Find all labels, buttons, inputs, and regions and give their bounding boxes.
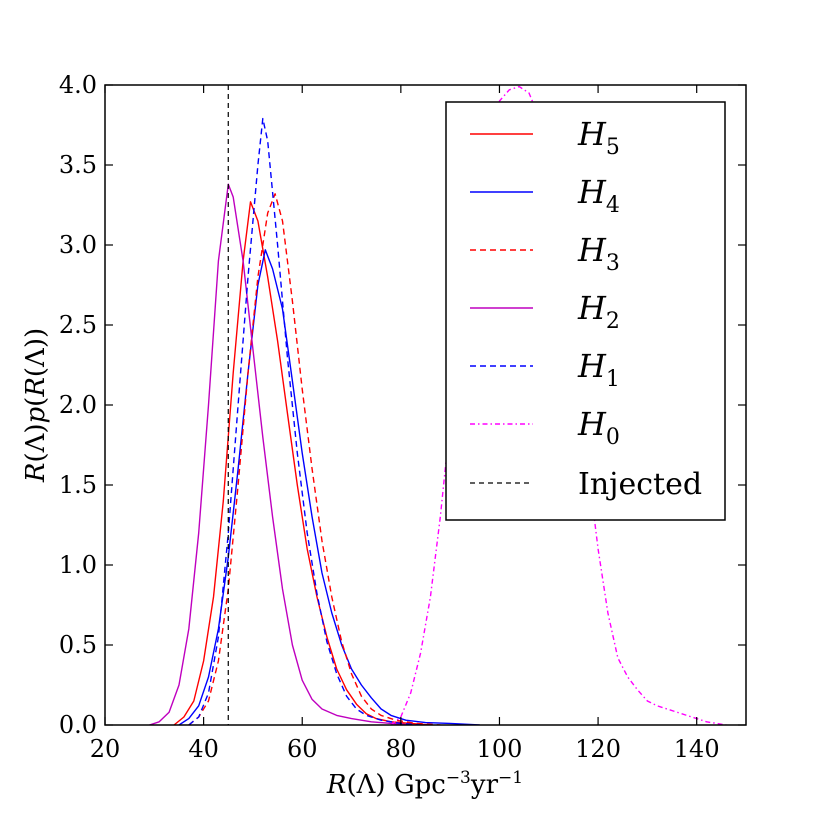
- y-axis-title: R(Λ)p(R(Λ)): [21, 328, 51, 483]
- x-tick-label: 80: [386, 735, 417, 763]
- x-tick-label: 140: [674, 735, 720, 763]
- legend-label-h5: H5: [577, 115, 620, 160]
- y-tick-label: 1.5: [59, 471, 97, 499]
- y-tick-label: 2.5: [59, 311, 97, 339]
- y-tick-label: 2.0: [59, 391, 97, 419]
- series-line-h5: [173, 201, 431, 725]
- legend-injected-label: Injected: [578, 467, 702, 502]
- legend-entries: H5 H4 H3 H2 H1 H0: [470, 115, 620, 450]
- legend-label-h0: H0: [577, 405, 620, 450]
- x-tick-label: 120: [575, 735, 621, 763]
- x-axis-title: R(Λ) Gpc−3yr−1: [326, 768, 523, 800]
- y-tick-label: 3.5: [59, 151, 97, 179]
- series-line-h1: [188, 117, 421, 725]
- y-tick-label: 0.0: [59, 711, 97, 739]
- x-tick-label: 100: [477, 735, 523, 763]
- legend-box: [445, 101, 726, 521]
- legend-label-h1: H1: [577, 347, 620, 392]
- legend-label-h2: H2: [577, 289, 620, 334]
- legend-label-h3: H3: [577, 231, 620, 276]
- series-line-h4: [178, 249, 480, 725]
- y-tick-label: 4.0: [59, 71, 97, 99]
- y-tick-label: 0.5: [59, 631, 97, 659]
- legend: H5 H4 H3 H2 H1 H0 Injected: [445, 101, 726, 521]
- series-line-h2: [149, 183, 416, 725]
- x-tick-label: 20: [90, 735, 121, 763]
- series-line-h3: [188, 193, 441, 725]
- y-tick-label: 3.0: [59, 231, 97, 259]
- legend-label-h4: H4: [577, 173, 620, 218]
- x-tick-label: 40: [188, 735, 219, 763]
- x-tick-label: 60: [287, 735, 318, 763]
- y-tick-label: 1.0: [59, 551, 97, 579]
- axes-layer: 20 40 60 80 100 120 140 0.0 0.5 1.0 1.5 2.0 2.5 3.0 3.…: [59, 71, 747, 763]
